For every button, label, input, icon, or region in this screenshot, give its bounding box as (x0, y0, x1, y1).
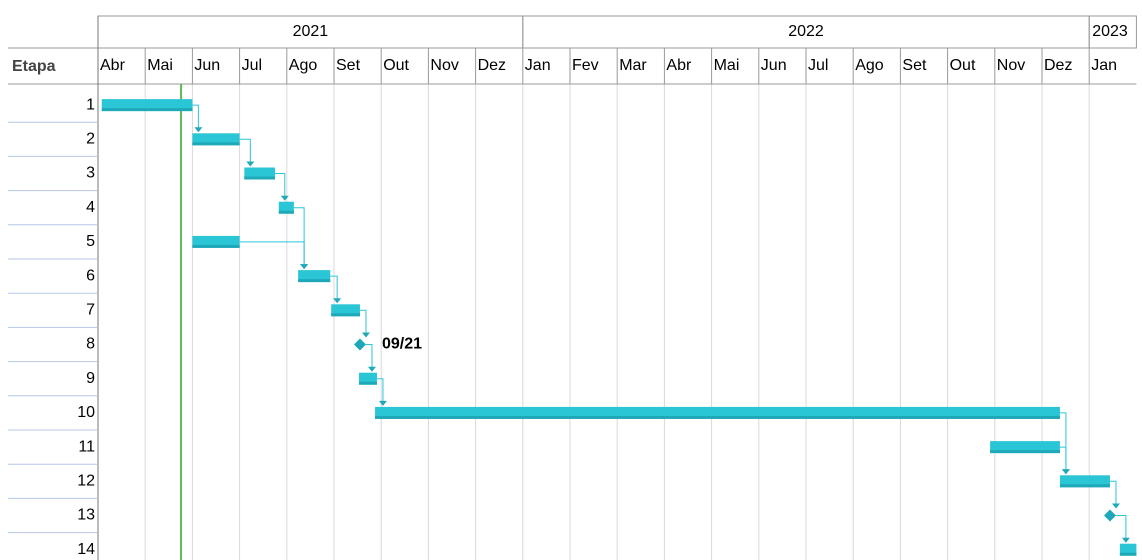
dependency-line (1059, 446, 1067, 474)
dependency-arrow (194, 127, 203, 133)
milestone (1103, 509, 1116, 522)
month-label: Jun (194, 57, 220, 74)
task-bar-shade (375, 415, 1060, 419)
row-label: 7 (86, 302, 95, 319)
row-label: 6 (86, 267, 95, 284)
month-label: Jan (1091, 57, 1117, 74)
dependency-line (192, 104, 199, 132)
task-bar-shade (192, 244, 240, 248)
task-bar-shade (298, 279, 331, 283)
month-label: Nov (430, 57, 458, 74)
dependency-line (365, 344, 373, 371)
dependency-line (1115, 515, 1127, 542)
month-label: Set (336, 57, 361, 74)
dependency-arrow (1061, 469, 1070, 475)
dependency-arrow (333, 298, 342, 304)
dependency-arrow (367, 366, 376, 372)
month-label: Ago (289, 57, 318, 74)
task-bar-shade (1119, 552, 1137, 556)
month-label: Jun (761, 57, 787, 74)
task-bar-shade (990, 450, 1060, 454)
month-label: Mai (714, 57, 740, 74)
month-label: Dez (1044, 57, 1072, 74)
month-label: Jul (242, 57, 262, 74)
month-label: Ago (855, 57, 884, 74)
dependency-arrow (1121, 537, 1130, 543)
dependency-line (293, 207, 305, 269)
task-bar-shade (192, 142, 240, 146)
month-label: Dez (478, 57, 506, 74)
task-bar-shade (101, 108, 193, 112)
month-label: Abr (100, 57, 126, 74)
dependency-line (1059, 412, 1067, 474)
task-bar-shade (1059, 484, 1110, 488)
month-label: Mai (147, 57, 173, 74)
dependency-line (330, 275, 338, 303)
task-bar-shade (244, 176, 275, 180)
row-label: 8 (86, 336, 95, 353)
month-label: Jan (525, 57, 551, 74)
milestone-label: 09/21 (382, 336, 422, 353)
milestone (353, 338, 366, 351)
dependency-arrow (1111, 503, 1120, 509)
row-header: Etapa (12, 58, 56, 75)
dependency-line (359, 309, 367, 337)
row-label: 1 (86, 96, 95, 113)
row-label: 14 (77, 541, 95, 558)
month-label: Set (902, 57, 927, 74)
month-label: Fev (572, 57, 599, 74)
row-label: 3 (86, 165, 95, 182)
year-label: 2023 (1092, 23, 1128, 40)
row-label: 5 (86, 233, 95, 250)
month-label: Mar (619, 57, 647, 74)
month-label: Out (950, 57, 976, 74)
task-bar-shade (331, 313, 360, 317)
month-label: Out (383, 57, 409, 74)
dependency-line (239, 138, 251, 166)
month-label: Jul (808, 57, 828, 74)
dependency-line (239, 241, 305, 269)
task-bar-shade (359, 381, 377, 385)
dependency-arrow (300, 264, 309, 270)
row-label: 13 (77, 507, 95, 524)
dependency-line (275, 173, 286, 200)
dependency-arrow (361, 332, 370, 338)
row-label: 12 (77, 473, 95, 490)
dependency-arrow (378, 400, 387, 406)
row-label: 11 (78, 438, 95, 455)
year-label: 2022 (788, 23, 824, 40)
task-bar-shade (278, 210, 294, 214)
dependency-line (376, 378, 384, 405)
month-label: Nov (997, 57, 1025, 74)
row-label: 9 (86, 370, 95, 387)
dependency-arrow (246, 161, 255, 167)
dependency-arrow (280, 195, 289, 201)
row-label: 2 (86, 131, 95, 148)
row-label: 10 (77, 404, 95, 421)
row-label: 4 (86, 199, 95, 216)
year-label: 2021 (293, 23, 329, 40)
dependency-line (1109, 480, 1117, 508)
month-label: Abr (666, 57, 692, 74)
